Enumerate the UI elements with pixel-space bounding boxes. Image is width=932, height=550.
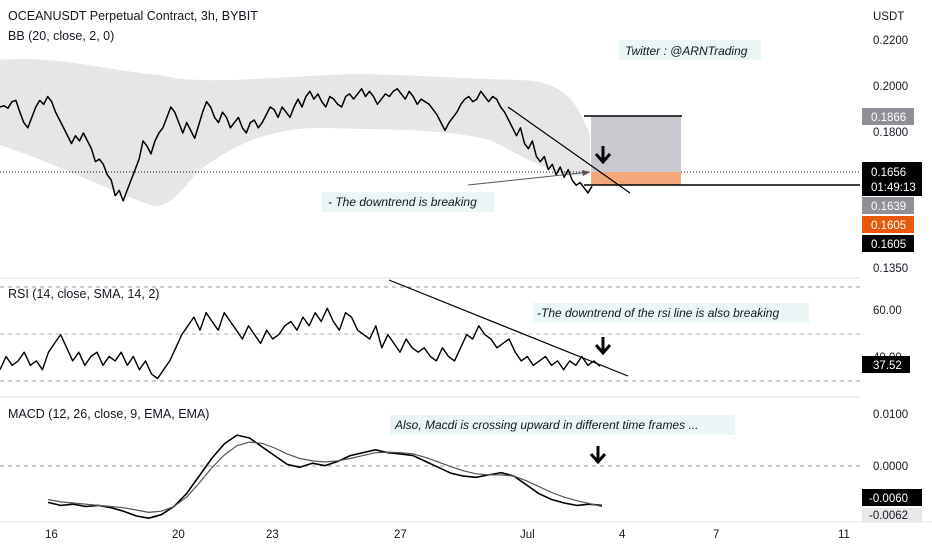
price-tick: 0.2000 bbox=[873, 81, 908, 93]
currency-label: USDT bbox=[873, 11, 904, 23]
macd-axis[interactable]: 0.0100 0.0000 -0.0062 -0.0060 bbox=[862, 409, 922, 522]
price-tick: 0.1350 bbox=[873, 263, 908, 275]
rsi-trendline[interactable] bbox=[388, 279, 629, 377]
date-tick: 27 bbox=[394, 529, 407, 541]
rsi-indicator-label[interactable]: RSI (14, close, SMA, 14, 2) bbox=[8, 287, 159, 301]
rsi-note-bg bbox=[533, 303, 809, 323]
twitter-note: Twitter : @ARNTrading bbox=[625, 44, 748, 58]
symbol-title[interactable]: OCEANUSDT Perpetual Contract, 3h, BYBIT bbox=[8, 9, 258, 23]
date-tick: 7 bbox=[713, 529, 719, 541]
macd-value-label: -0.0060 bbox=[869, 493, 908, 505]
entry-price-tag bbox=[862, 197, 914, 214]
connector-arrowhead bbox=[582, 170, 590, 176]
rsi-note: -The downtrend of the rsi line is also b… bbox=[537, 306, 779, 320]
date-tick: 23 bbox=[266, 529, 279, 541]
down-arrow-icon bbox=[589, 446, 607, 465]
rsi-value-tag bbox=[862, 356, 910, 373]
time-axis[interactable]: 16 20 23 27 Jul 4 7 11 bbox=[45, 529, 850, 541]
stop-line-tag bbox=[862, 235, 914, 252]
entry-price-label: 0.1639 bbox=[871, 201, 906, 213]
last-price-label: 0.1656 bbox=[871, 167, 906, 179]
price-tick: 0.1800 bbox=[873, 127, 908, 139]
date-tick: 4 bbox=[619, 529, 626, 541]
target-zone[interactable] bbox=[591, 116, 681, 172]
date-tick: 16 bbox=[45, 529, 58, 541]
rsi-axis[interactable]: 60.00 40.00 37.52 bbox=[862, 305, 910, 373]
bar-countdown: 01:49:13 bbox=[871, 182, 916, 194]
macd-series-line bbox=[47, 434, 603, 520]
stop-line-label: 0.1605 bbox=[871, 239, 906, 251]
stop-zone[interactable] bbox=[591, 172, 681, 185]
target-price-tag bbox=[862, 108, 914, 125]
price-note-bg bbox=[322, 192, 494, 212]
target-price-label: 0.1866 bbox=[871, 112, 906, 124]
macd-signal-tag bbox=[862, 508, 922, 522]
last-price-tag bbox=[862, 162, 922, 196]
stop-price-label: 0.1605 bbox=[871, 220, 906, 232]
macd-value-tag bbox=[862, 489, 922, 506]
twitter-note-bg bbox=[619, 40, 761, 60]
price-tick: 0.2200 bbox=[873, 35, 908, 47]
price-note: - The downtrend is breaking bbox=[328, 195, 477, 209]
macd-indicator-label[interactable]: MACD (12, 26, close, 9, EMA, EMA) bbox=[8, 407, 209, 421]
signal-series-line bbox=[47, 441, 603, 514]
price-series-line bbox=[0, 87, 593, 202]
date-tick: 11 bbox=[838, 529, 850, 541]
down-arrow-icon bbox=[594, 146, 612, 165]
bb-indicator-label[interactable]: BB (20, close, 2, 0) bbox=[8, 29, 114, 43]
macd-tick: 0.0000 bbox=[873, 461, 908, 473]
price-trendline[interactable] bbox=[507, 106, 631, 194]
stop-price-tag bbox=[862, 216, 914, 233]
date-tick: 20 bbox=[172, 529, 185, 541]
rsi-value-label: 37.52 bbox=[873, 360, 902, 372]
rsi-tick: 60.00 bbox=[873, 305, 902, 317]
macd-signal-label: -0.0062 bbox=[869, 510, 908, 522]
macd-note: Also, Macdi is crossing upward in differ… bbox=[394, 418, 698, 432]
price-axis[interactable]: USDT 0.2200 0.2000 0.1800 0.1350 0.1866 … bbox=[862, 11, 922, 275]
macd-note-bg bbox=[390, 415, 735, 435]
macd-tick: 0.0100 bbox=[873, 409, 908, 421]
down-arrow-icon bbox=[594, 337, 612, 356]
note-connector bbox=[467, 171, 591, 186]
rsi-series-line bbox=[0, 307, 601, 380]
date-tick: Jul bbox=[520, 529, 535, 541]
bollinger-band bbox=[0, 58, 590, 206]
